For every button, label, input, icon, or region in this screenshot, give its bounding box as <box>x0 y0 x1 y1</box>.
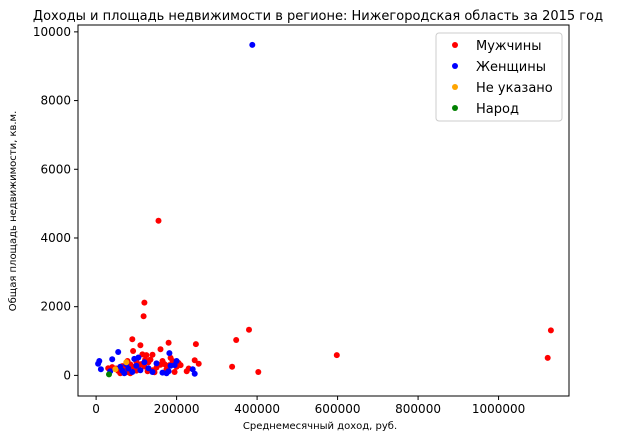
legend-box <box>435 32 563 122</box>
point-s0-21 <box>165 339 172 346</box>
point-s1-0 <box>249 41 256 48</box>
legend-label-2: Не указано <box>476 81 553 96</box>
point-s0-6 <box>229 363 236 370</box>
x-tick-label-5: 1000000 <box>472 402 525 416</box>
point-s2-0 <box>123 359 130 366</box>
point-s1-25 <box>149 369 156 375</box>
point-s1-23 <box>191 370 198 377</box>
point-s1-19 <box>166 350 173 357</box>
point-s0-15 <box>137 342 144 349</box>
chart-title: Доходы и площадь недвижимости в регионе:… <box>33 9 603 24</box>
point-s1-27 <box>129 369 136 375</box>
point-s1-6 <box>115 349 122 355</box>
y-tick-label-4: 8000 <box>40 94 71 108</box>
point-s0-7 <box>195 360 202 367</box>
point-s0-0 <box>547 327 554 334</box>
point-s1-18 <box>165 368 172 375</box>
point-s0-5 <box>233 337 240 343</box>
point-s0-8 <box>192 341 199 348</box>
point-s1-2 <box>95 360 102 367</box>
legend-marker-2 <box>452 84 458 90</box>
point-s1-10 <box>125 365 132 372</box>
y-tick-label-0: 0 <box>63 368 71 382</box>
point-s1-28 <box>121 370 128 377</box>
x-tick-label-1: 200000 <box>154 402 200 416</box>
point-s0-14 <box>130 348 137 354</box>
point-s1-29 <box>173 358 180 364</box>
x-axis: 0 200000 400000 600000 800000 1000000 <box>92 396 525 416</box>
x-tick-label-4: 800000 <box>395 402 441 416</box>
point-s1-12 <box>133 362 140 369</box>
point-s0-1 <box>544 354 551 361</box>
legend-label-3: Народ <box>476 102 519 117</box>
plot-marks <box>95 41 554 378</box>
point-s0-48 <box>171 369 178 375</box>
legend-marker-0 <box>452 42 458 48</box>
legend-marker-3 <box>452 105 458 111</box>
y-axis: 0 2000 4000 6000 8000 10000 <box>33 25 78 382</box>
point-s0-17 <box>143 352 150 359</box>
y-tick-label-1: 2000 <box>40 300 71 314</box>
point-s1-15 <box>153 360 160 367</box>
x-axis-label: Среднемесячный доход, руб. <box>243 421 397 432</box>
point-s1-22 <box>189 366 196 373</box>
point-s0-55 <box>159 358 166 364</box>
point-s1-26 <box>135 354 142 361</box>
y-tick-label-3: 6000 <box>40 162 71 176</box>
y-tick-label-5: 10000 <box>33 25 71 39</box>
legend: Мужчины Женщины Не указано Народ <box>435 32 563 122</box>
point-s0-3 <box>255 369 262 375</box>
legend-label-1: Женщины <box>476 60 546 75</box>
x-tick-label-2: 400000 <box>234 402 280 416</box>
x-tick-label-0: 0 <box>92 402 100 416</box>
point-s1-14 <box>145 365 152 372</box>
point-s0-19 <box>149 351 156 358</box>
point-s0-20 <box>157 346 164 353</box>
legend-marker-1 <box>452 63 458 69</box>
point-s2-1 <box>112 366 119 373</box>
point-s1-13 <box>137 367 144 374</box>
point-s0-9 <box>191 357 198 364</box>
y-tick-label-2: 4000 <box>40 231 71 245</box>
point-s0-4 <box>246 326 252 333</box>
point-s0-12 <box>140 313 147 320</box>
point-s0-10 <box>155 217 162 224</box>
legend-label-0: Мужчины <box>476 39 542 54</box>
x-tick-label-3: 600000 <box>315 402 361 416</box>
point-s3-0 <box>106 371 112 378</box>
point-s1-3 <box>97 366 104 373</box>
point-s1-5 <box>109 356 116 363</box>
point-s0-13 <box>129 336 136 343</box>
point-s1-24 <box>141 359 148 366</box>
y-axis-label: Общая площадь недвижимости, кв.м. <box>8 111 19 312</box>
plot-frame <box>77 24 570 397</box>
point-s0-2 <box>333 352 340 359</box>
point-s0-11 <box>141 299 148 306</box>
